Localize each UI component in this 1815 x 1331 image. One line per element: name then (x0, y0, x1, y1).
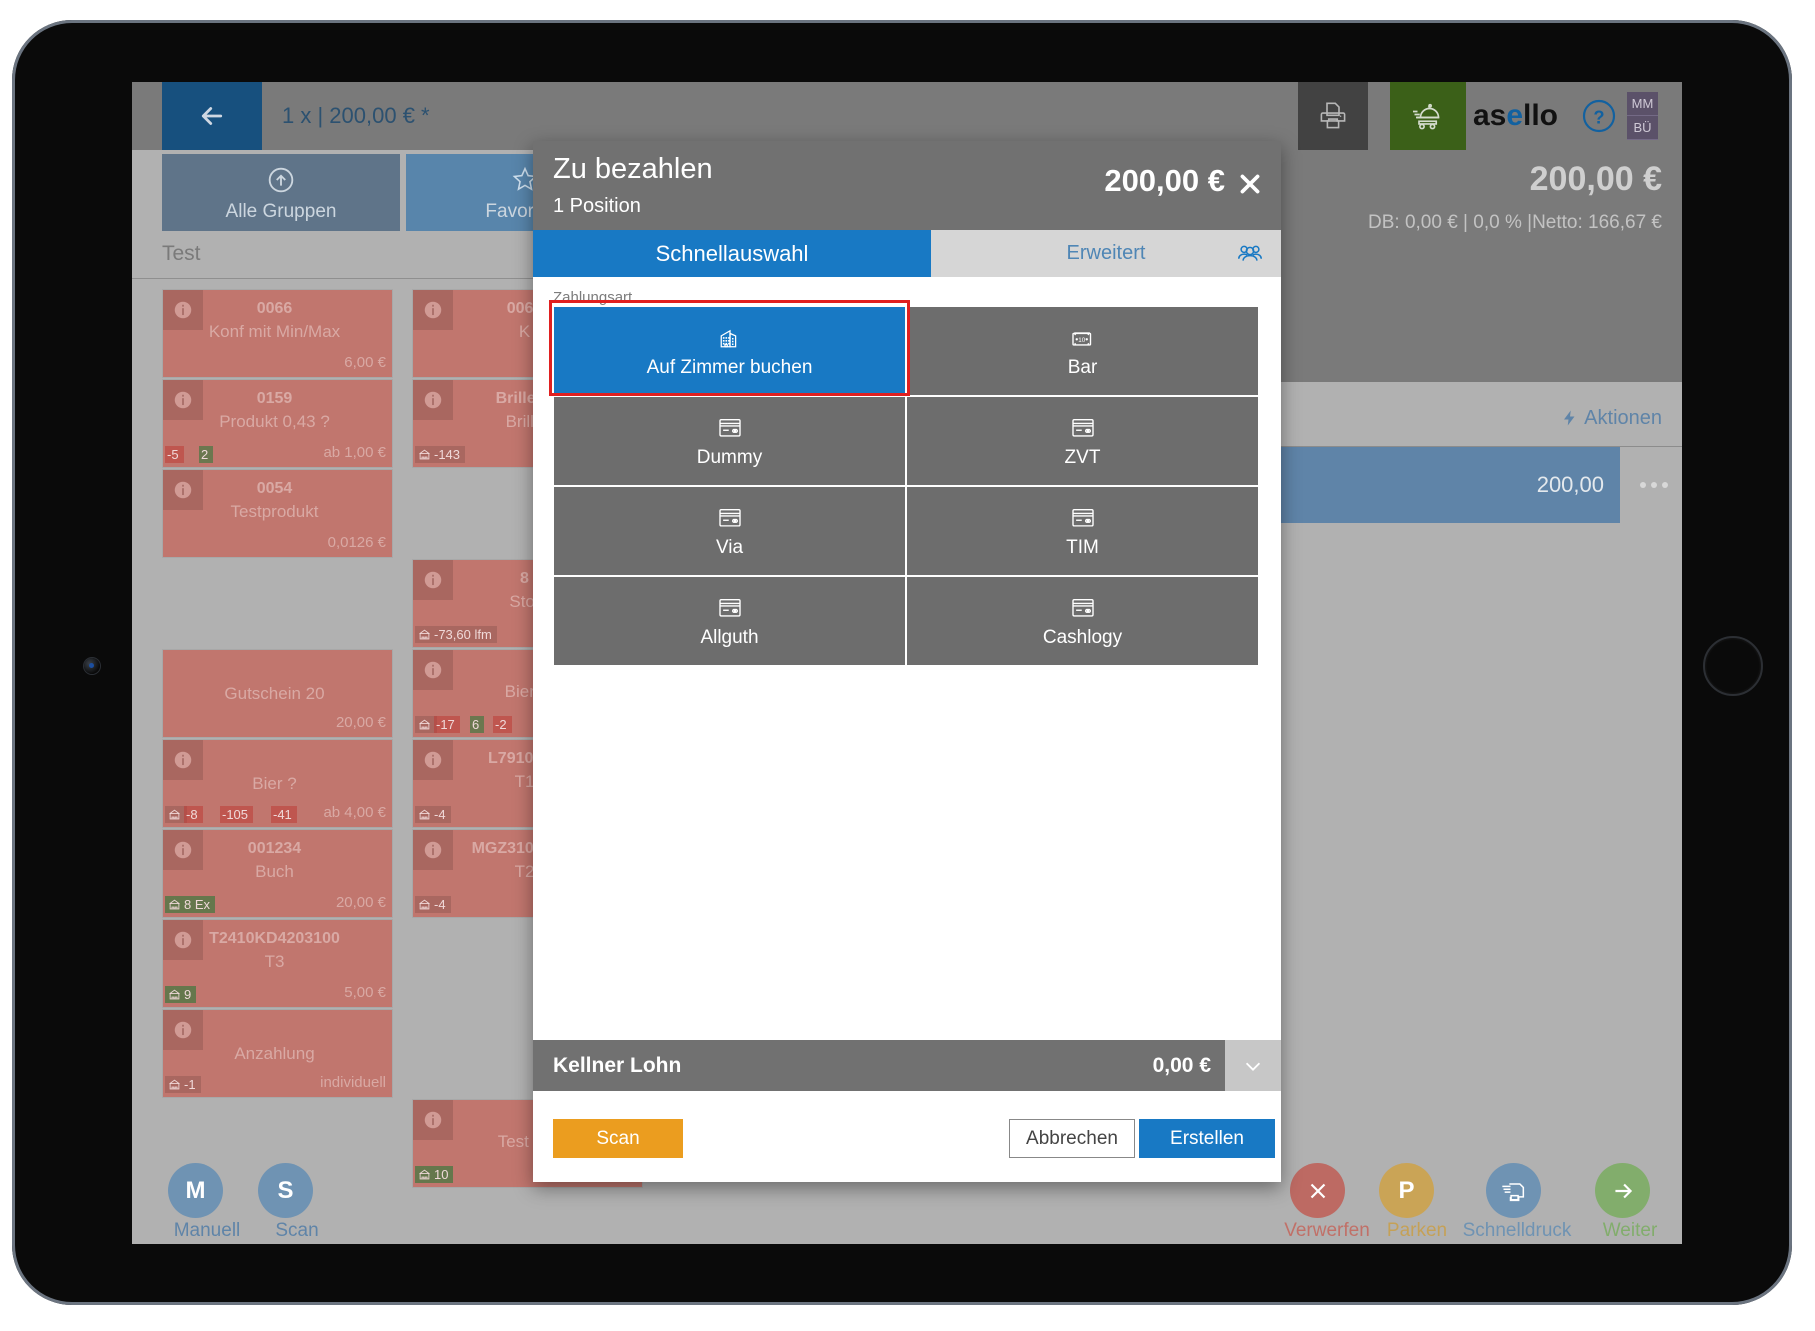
svg-text:?: ? (1593, 107, 1604, 128)
svg-text:10: 10 (1078, 337, 1085, 344)
